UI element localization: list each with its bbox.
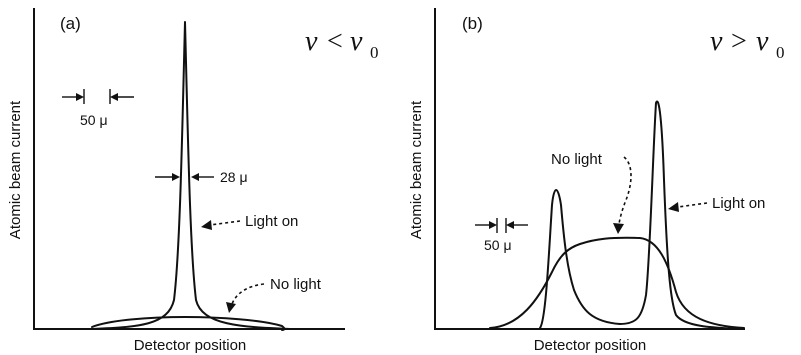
- panel-a-x-axis-label: Detector position: [134, 337, 247, 354]
- panel-a-condition-op: <: [327, 26, 343, 57]
- panel-b-no-light-curve: [489, 236, 745, 329]
- panel-b-scale-bar-label: 50 μ: [484, 237, 512, 253]
- panel-a-condition: ν < ν 0: [305, 26, 379, 62]
- panel-a-scale-bar-label: 50 μ: [80, 112, 108, 128]
- panel-a-width-marker: [155, 173, 214, 181]
- panel-b-condition-op: >: [731, 26, 747, 57]
- panel-b: (b) ν > ν 0 Atomic beam current Detector…: [408, 8, 785, 354]
- panel-b-condition: ν > ν 0: [710, 26, 785, 62]
- panel-b-x-axis-label: Detector position: [534, 337, 647, 354]
- panel-a-no-light-curve: [91, 316, 286, 331]
- panel-a-condition-nu0: ν: [350, 26, 363, 57]
- panel-a-light-on-curve: [91, 21, 291, 330]
- panel-a-condition-nu: ν: [305, 26, 318, 57]
- panel-b-condition-nu: ν: [710, 26, 723, 57]
- panel-b-no-light-arrow: [618, 156, 632, 225]
- panel-a-light-on-label: Light on: [245, 213, 298, 230]
- panel-a-scale-bar: [62, 89, 134, 104]
- panel-a-y-axis-label: Atomic beam current: [7, 100, 24, 239]
- panel-b-y-axis-label: Atomic beam current: [408, 100, 425, 239]
- panel-a: (a) ν < ν 0 Atomic beam current Detector…: [7, 8, 379, 354]
- panel-a-no-light-arrow: [231, 283, 265, 305]
- panel-a-light-on-arrow: [209, 220, 241, 226]
- panel-b-condition-nu0: ν: [756, 26, 769, 57]
- panel-b-light-on-curve: [539, 100, 745, 330]
- panel-b-scale-bar: [475, 218, 528, 233]
- panel-a-condition-sub: 0: [370, 43, 379, 62]
- panel-a-width-label: 28 μ: [220, 169, 248, 185]
- panel-a-no-light-label: No light: [270, 276, 322, 293]
- panel-b-light-on-arrow: [677, 202, 708, 208]
- panel-b-label: (b): [462, 14, 483, 33]
- panel-a-label: (a): [60, 14, 81, 33]
- panel-b-condition-sub: 0: [776, 43, 785, 62]
- panel-b-no-light-label: No light: [551, 151, 603, 168]
- panel-b-light-on-label: Light on: [712, 195, 765, 212]
